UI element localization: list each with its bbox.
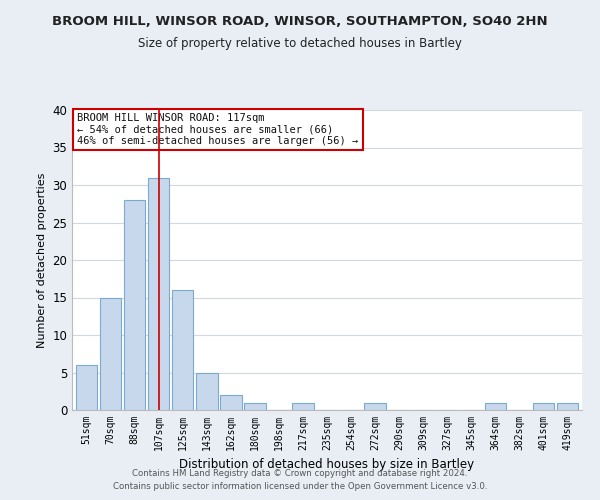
Bar [557,402,578,410]
Bar [292,402,314,410]
Text: Contains HM Land Registry data © Crown copyright and database right 2024.: Contains HM Land Registry data © Crown c… [132,468,468,477]
Bar [148,178,169,410]
Bar [364,402,386,410]
Y-axis label: Number of detached properties: Number of detached properties [37,172,47,348]
Bar [124,200,145,410]
Text: Size of property relative to detached houses in Bartley: Size of property relative to detached ho… [138,38,462,51]
Bar [485,402,506,410]
Bar [533,402,554,410]
Bar [76,365,97,410]
Bar [244,402,266,410]
Text: BROOM HILL, WINSOR ROAD, WINSOR, SOUTHAMPTON, SO40 2HN: BROOM HILL, WINSOR ROAD, WINSOR, SOUTHAM… [52,15,548,28]
Bar [100,298,121,410]
Text: Contains public sector information licensed under the Open Government Licence v3: Contains public sector information licen… [113,482,487,491]
Text: BROOM HILL WINSOR ROAD: 117sqm
← 54% of detached houses are smaller (66)
46% of : BROOM HILL WINSOR ROAD: 117sqm ← 54% of … [77,113,358,146]
Bar [172,290,193,410]
Bar [196,372,218,410]
Bar [220,395,242,410]
X-axis label: Distribution of detached houses by size in Bartley: Distribution of detached houses by size … [179,458,475,471]
